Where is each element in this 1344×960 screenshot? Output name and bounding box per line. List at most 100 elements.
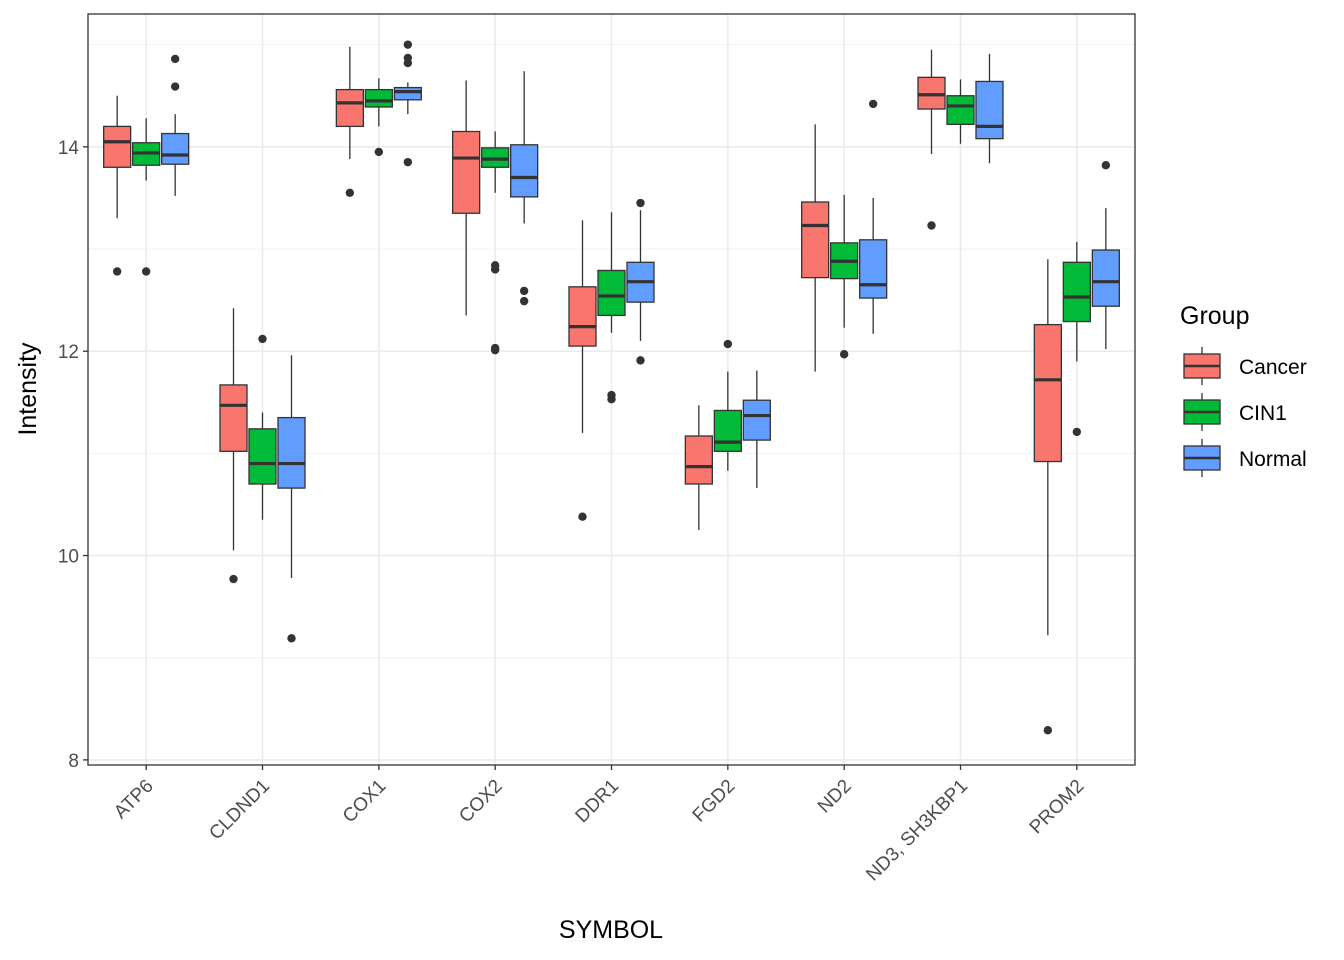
box-body: [713, 409, 742, 452]
box-cin1-8: [1062, 241, 1091, 437]
box-cin1-1: [248, 334, 277, 520]
box-normal-4: [626, 198, 655, 365]
box-body: [597, 269, 626, 317]
outlier-point-1: [490, 261, 500, 270]
box-body: [510, 144, 539, 198]
x-tick-label-0: ATP6: [110, 776, 157, 823]
box-normal-2: [393, 40, 422, 167]
box-body: [1091, 249, 1120, 307]
box-normal-3: [510, 71, 539, 306]
box-cancer-1: [219, 308, 248, 584]
outlier-point-0: [403, 40, 413, 49]
outlier-point-0: [519, 286, 529, 296]
box-body: [859, 239, 888, 299]
legend-label-cin1: CIN1: [1239, 402, 1287, 425]
outlier-point-3: [490, 343, 500, 353]
box-body: [946, 95, 975, 126]
box-normal-8: [1091, 161, 1120, 350]
box-normal-1: [277, 355, 306, 643]
box-body: [393, 86, 422, 101]
y-tick-label-3: 14: [58, 138, 80, 159]
outlier-point-1: [636, 356, 645, 365]
outlier-point-2: [403, 58, 413, 68]
box-cin1-5: [713, 339, 742, 471]
box-cin1-3: [481, 131, 510, 355]
box-cancer-4: [568, 220, 597, 521]
box-body: [452, 130, 481, 214]
box-cin1-7: [946, 79, 975, 144]
legend-item-cin1: CIN1: [1183, 393, 1287, 431]
y-tick-label-0: 8: [68, 751, 79, 772]
x-tick-label-3: COX2: [455, 776, 506, 827]
box-body: [1062, 261, 1091, 323]
box-layer: [103, 40, 1120, 735]
box-cin1-0: [132, 118, 161, 276]
box-normal-7: [975, 53, 1004, 164]
x-tick-label-6: ND2: [814, 776, 856, 818]
outlier-point-0: [374, 147, 384, 157]
box-body: [161, 132, 190, 165]
box-body: [277, 416, 306, 489]
x-tick-label-8: PROM2: [1026, 776, 1089, 839]
box-body: [568, 286, 597, 347]
box-cin1-2: [364, 78, 393, 157]
box-cin1-6: [830, 194, 859, 359]
outlier-point-1: [607, 390, 616, 400]
outlier-point-0: [229, 574, 238, 584]
box-body: [219, 384, 248, 452]
x-tick-label-5: FGD2: [689, 776, 740, 827]
outlier-point-0: [927, 221, 936, 230]
outlier-point-0: [170, 54, 180, 64]
box-cancer-7: [917, 49, 946, 230]
y-tick-label-1: 10: [58, 547, 79, 568]
box-body: [335, 88, 364, 128]
box-body: [742, 399, 771, 441]
outlier-point-0: [839, 350, 849, 359]
legend-label-normal: Normal: [1239, 448, 1307, 471]
x-tick-label-7: ND3, SH3KBP1: [862, 776, 972, 886]
x-axis-title: SYMBOL: [559, 916, 663, 944]
box-cancer-6: [801, 124, 830, 372]
x-tick-label-1: CLDND1: [205, 776, 274, 845]
box-body: [975, 80, 1004, 140]
outlier-point-1: [170, 82, 180, 91]
box-cancer-8: [1033, 259, 1062, 735]
outlier-point-0: [578, 512, 587, 521]
box-body: [684, 435, 713, 485]
box-body: [801, 201, 830, 279]
y-tick-label-2: 12: [58, 342, 79, 363]
box-body: [364, 88, 393, 108]
outlier-point-0: [345, 188, 355, 198]
outlier-point-3: [403, 157, 413, 167]
box-normal-0: [161, 54, 190, 196]
outlier-point-0: [287, 634, 296, 643]
box-normal-5: [742, 370, 771, 489]
outlier-point-0: [1043, 726, 1053, 735]
y-axis-title: Intensity: [14, 342, 42, 436]
y-axis: 8 10 12 14: [58, 138, 88, 772]
x-tick-label-2: COX1: [339, 776, 390, 827]
box-cancer-3: [452, 80, 481, 316]
legend-item-normal: Normal: [1183, 439, 1307, 477]
box-cancer-5: [684, 405, 713, 530]
outlier-point-0: [723, 339, 733, 349]
box-body: [103, 125, 132, 168]
outlier-point-0: [636, 198, 645, 208]
outlier-point-0: [258, 334, 267, 344]
box-cin1-4: [597, 212, 626, 404]
box-cancer-0: [103, 95, 132, 276]
box-body: [248, 428, 277, 485]
outlier-point-0: [141, 267, 151, 276]
outlier-point-1: [519, 296, 529, 306]
outlier-point-0: [112, 267, 122, 276]
box-body: [1033, 323, 1062, 463]
box-cancer-2: [335, 46, 364, 198]
box-normal-6: [859, 99, 888, 334]
legend-label-cancer: Cancer: [1239, 356, 1307, 379]
outlier-point-0: [1072, 427, 1082, 437]
legend-title: Group: [1180, 302, 1249, 330]
outlier-point-0: [1101, 161, 1111, 170]
x-tick-label-4: DDR1: [572, 776, 623, 827]
legend-item-cancer: Cancer: [1183, 347, 1307, 385]
